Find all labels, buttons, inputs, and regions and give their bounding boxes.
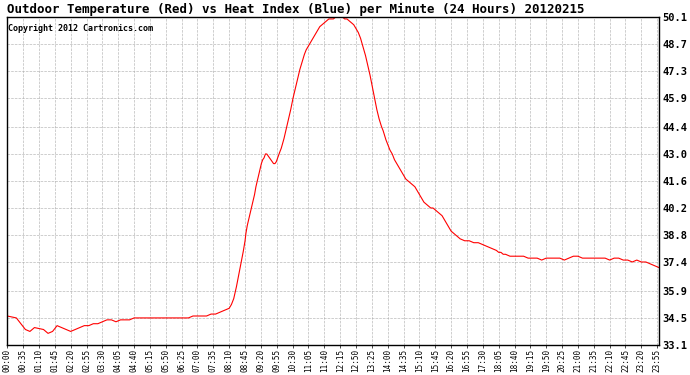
- Text: Copyright 2012 Cartronics.com: Copyright 2012 Cartronics.com: [8, 24, 153, 33]
- Text: Outdoor Temperature (Red) vs Heat Index (Blue) per Minute (24 Hours) 20120215: Outdoor Temperature (Red) vs Heat Index …: [8, 3, 585, 16]
